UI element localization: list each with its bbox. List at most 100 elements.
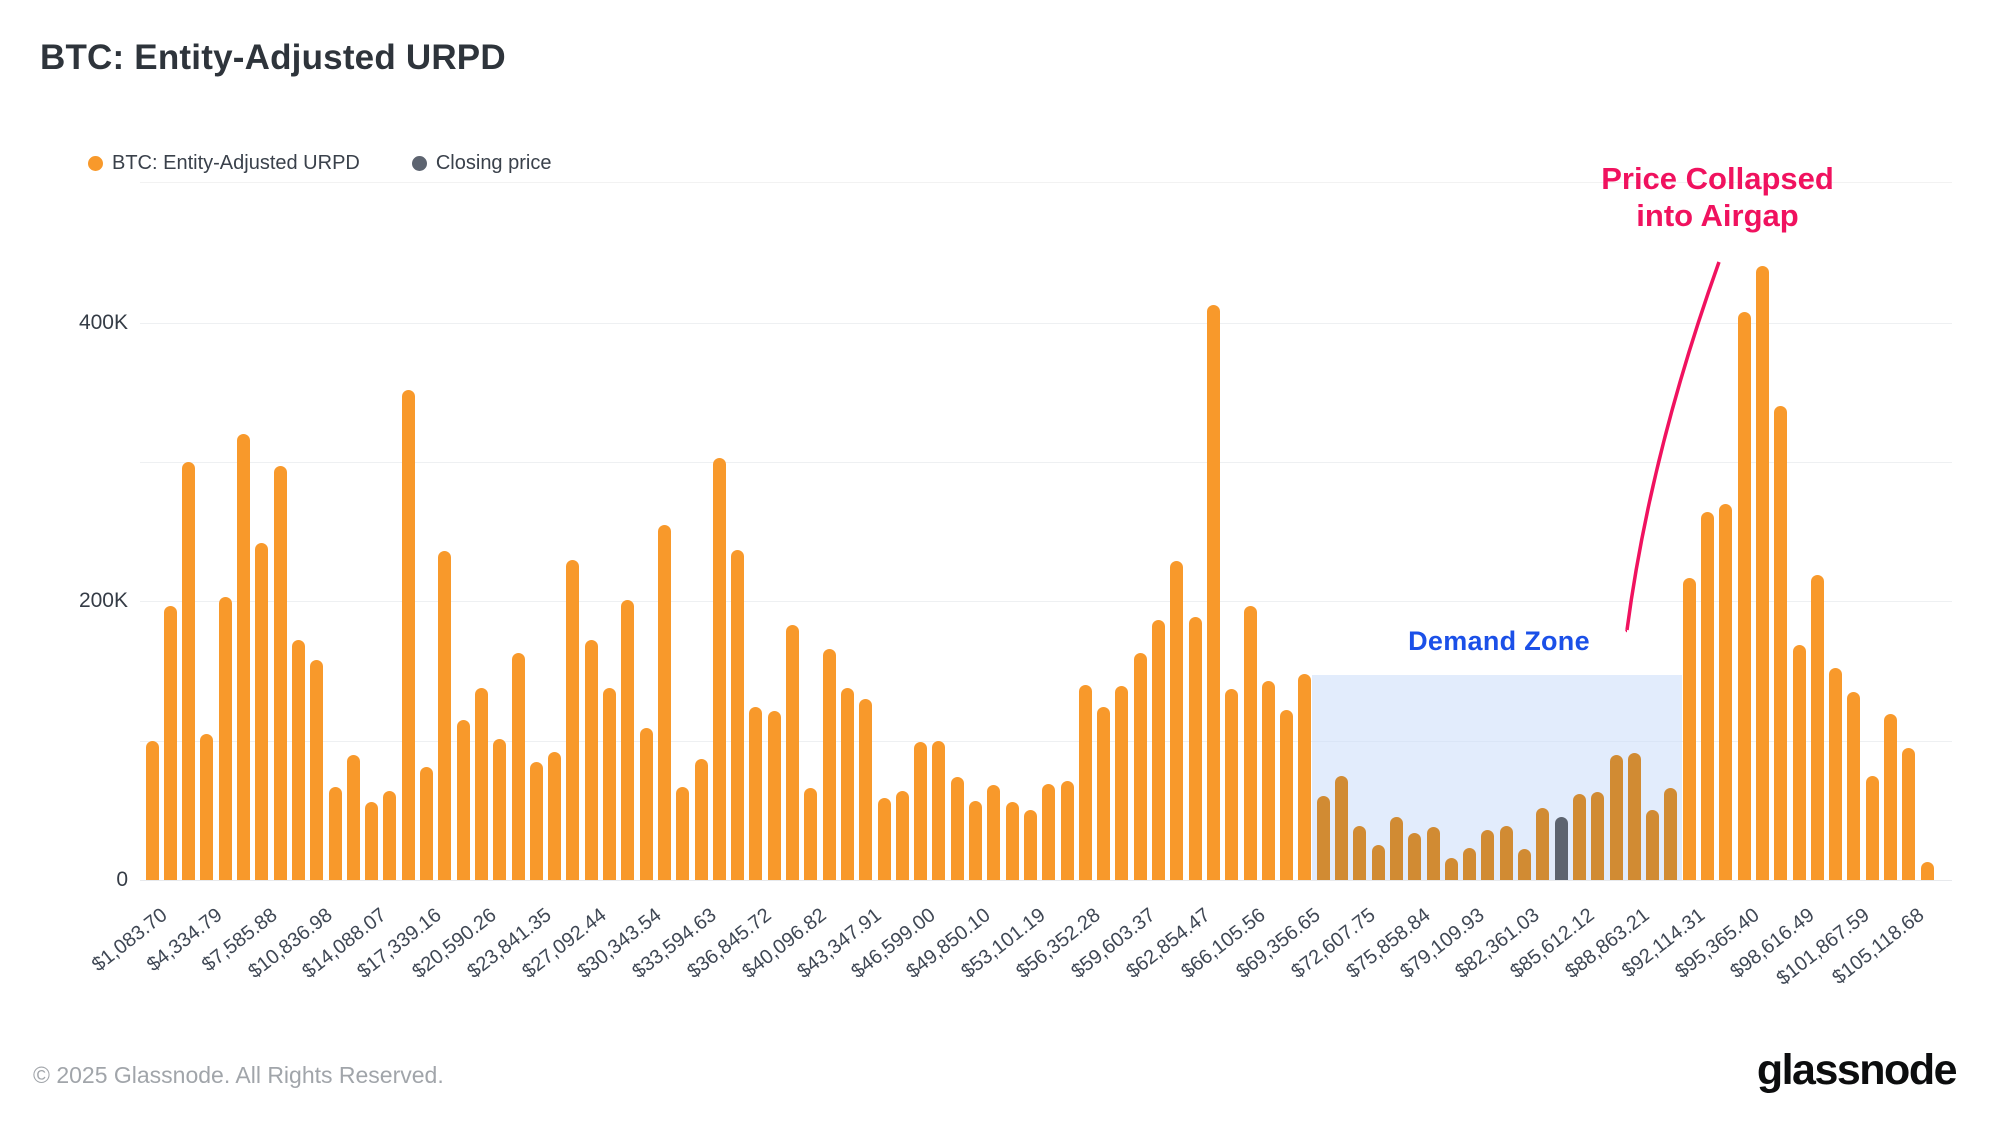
urpd-bar[interactable] — [1097, 707, 1111, 880]
urpd-bar[interactable] — [1609, 754, 1623, 880]
urpd-bar[interactable] — [1499, 825, 1513, 880]
urpd-bar[interactable] — [1170, 561, 1184, 880]
urpd-bar[interactable] — [932, 740, 946, 880]
urpd-bar[interactable] — [1316, 796, 1330, 880]
urpd-bar[interactable] — [969, 800, 982, 880]
urpd-bar[interactable] — [1481, 829, 1495, 880]
urpd-bar[interactable] — [584, 640, 598, 880]
urpd-bar[interactable] — [1261, 680, 1275, 880]
urpd-bar[interactable] — [291, 640, 305, 880]
urpd-bar[interactable] — [786, 625, 799, 880]
urpd-bar[interactable] — [1408, 832, 1422, 880]
legend-item-urpd[interactable]: BTC: Entity-Adjusted URPD — [88, 152, 360, 175]
urpd-bar[interactable] — [1280, 710, 1294, 880]
urpd-bar[interactable] — [1865, 775, 1879, 880]
urpd-bar[interactable] — [1060, 781, 1074, 880]
urpd-bar[interactable] — [1335, 775, 1348, 880]
urpd-bar[interactable] — [1463, 847, 1477, 880]
urpd-bar[interactable] — [456, 719, 470, 880]
urpd-bar[interactable] — [1042, 783, 1056, 880]
urpd-bar[interactable] — [804, 788, 818, 880]
urpd-bar[interactable] — [822, 648, 836, 880]
urpd-bar[interactable] — [474, 687, 488, 880]
urpd-bar[interactable] — [657, 524, 671, 880]
urpd-bar[interactable] — [310, 659, 324, 880]
urpd-bar[interactable] — [1829, 668, 1843, 880]
urpd-bar[interactable] — [1353, 825, 1367, 880]
urpd-bar[interactable] — [1444, 857, 1458, 880]
urpd-bar[interactable] — [1572, 793, 1586, 880]
urpd-bar[interactable] — [1719, 503, 1733, 880]
urpd-bar[interactable] — [145, 740, 159, 880]
urpd-bar[interactable] — [328, 786, 342, 880]
urpd-bar[interactable] — [438, 551, 452, 880]
urpd-bar[interactable] — [1371, 845, 1385, 880]
urpd-bar[interactable] — [255, 542, 269, 880]
urpd-bar[interactable] — [218, 597, 232, 880]
urpd-bar[interactable] — [877, 797, 891, 880]
urpd-bar[interactable] — [401, 389, 415, 880]
urpd-bar[interactable] — [1078, 684, 1092, 880]
urpd-bar[interactable] — [1737, 311, 1751, 880]
urpd-bar[interactable] — [712, 457, 726, 880]
urpd-bar[interactable] — [1646, 810, 1660, 880]
urpd-bar[interactable] — [1188, 616, 1202, 880]
glassnode-logo[interactable]: glassnode — [1756, 1046, 1958, 1094]
urpd-bar[interactable] — [1005, 801, 1019, 880]
urpd-bar[interactable] — [1591, 792, 1605, 880]
urpd-bar[interactable] — [694, 758, 708, 880]
urpd-bar[interactable] — [200, 733, 214, 880]
urpd-bar[interactable] — [1810, 574, 1824, 880]
urpd-bar[interactable] — [420, 767, 433, 880]
urpd-bar[interactable] — [767, 711, 781, 880]
urpd-bar[interactable] — [731, 549, 745, 880]
urpd-bar[interactable] — [529, 761, 543, 880]
urpd-bar[interactable] — [163, 605, 177, 880]
urpd-bar[interactable] — [1298, 673, 1312, 880]
urpd-bar[interactable] — [1884, 714, 1897, 880]
urpd-bar[interactable] — [895, 790, 909, 880]
urpd-bar[interactable] — [840, 687, 854, 880]
urpd-bar[interactable] — [1701, 512, 1714, 880]
urpd-bar[interactable] — [1755, 265, 1769, 880]
urpd-bar[interactable] — [182, 462, 196, 880]
urpd-bar[interactable] — [566, 559, 580, 880]
urpd-bar[interactable] — [1536, 807, 1550, 880]
urpd-bar[interactable] — [1389, 817, 1403, 880]
urpd-bar[interactable] — [621, 600, 635, 880]
urpd-bar[interactable] — [1426, 827, 1440, 880]
urpd-bar[interactable] — [548, 751, 562, 880]
legend-item-closing-price[interactable]: Closing price — [411, 152, 551, 175]
urpd-bar[interactable] — [365, 801, 379, 880]
urpd-bar[interactable] — [639, 728, 653, 880]
urpd-bar[interactable] — [1206, 304, 1220, 880]
urpd-bar[interactable] — [603, 687, 616, 880]
urpd-bar[interactable] — [1518, 849, 1531, 880]
urpd-bar[interactable] — [914, 742, 928, 880]
urpd-bar[interactable] — [1133, 652, 1147, 880]
urpd-bar[interactable] — [1115, 686, 1129, 880]
urpd-bar[interactable] — [1847, 691, 1861, 880]
urpd-bar[interactable] — [950, 776, 964, 880]
urpd-bar[interactable] — [1225, 689, 1239, 880]
urpd-bar[interactable] — [1774, 406, 1788, 880]
urpd-bar[interactable] — [1920, 861, 1934, 880]
urpd-bar[interactable] — [859, 698, 873, 880]
urpd-bar[interactable] — [273, 466, 287, 880]
urpd-bar[interactable] — [1792, 644, 1806, 880]
urpd-bar[interactable] — [493, 739, 507, 880]
urpd-bar[interactable] — [511, 652, 525, 880]
closing-price-bar[interactable] — [1554, 817, 1568, 880]
urpd-bar[interactable] — [1664, 788, 1678, 880]
urpd-bar[interactable] — [237, 434, 250, 880]
urpd-bar[interactable] — [346, 754, 360, 880]
urpd-bar[interactable] — [383, 790, 397, 880]
urpd-bar[interactable] — [1023, 810, 1037, 880]
urpd-bar[interactable] — [1627, 753, 1641, 880]
urpd-bar[interactable] — [1902, 747, 1916, 880]
urpd-bar[interactable] — [676, 786, 690, 880]
urpd-bar[interactable] — [1682, 577, 1696, 880]
urpd-bar[interactable] — [987, 785, 1001, 880]
urpd-bar[interactable] — [1152, 619, 1165, 880]
urpd-bar[interactable] — [1243, 605, 1257, 880]
